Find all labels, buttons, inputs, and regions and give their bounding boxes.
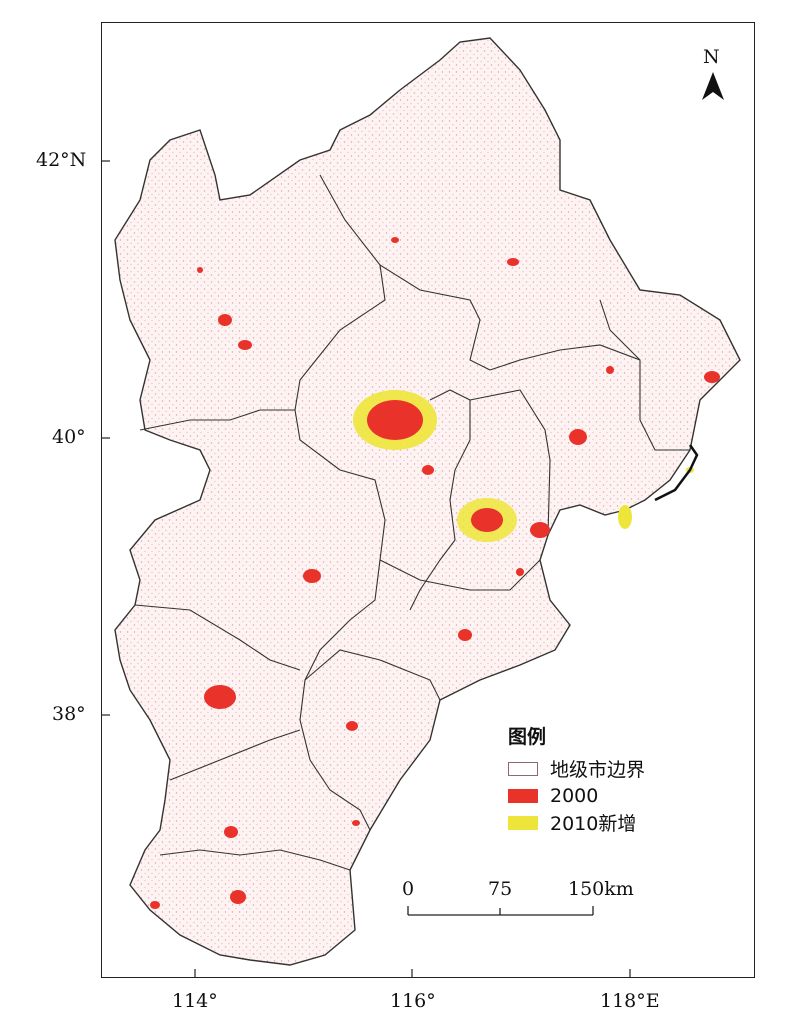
- scale-label-150: 150km: [568, 878, 634, 900]
- boundary-line: [299, 469, 386, 761]
- zhangjiakou-urban: [218, 314, 232, 326]
- boundary-line: [489, 344, 641, 371]
- xuanhua-urban: [238, 340, 252, 350]
- boundary-line: [134, 604, 301, 671]
- legend-title: 图例: [508, 726, 547, 748]
- legend-item-2000: 2000: [508, 782, 645, 809]
- beijing-urban-core: [367, 400, 423, 440]
- urban-2000-swatch: [508, 788, 538, 803]
- boundary-line: [409, 389, 471, 611]
- north-label: N: [703, 46, 720, 68]
- lon-label-118: 118°E: [600, 990, 660, 1012]
- lat-label-42: 42°N: [36, 149, 87, 171]
- small-urban: [197, 267, 203, 273]
- prefecture-boundaries: [134, 174, 690, 871]
- lat-label-40: 40°: [52, 426, 86, 448]
- boundary-line: [169, 729, 301, 781]
- tangshan-urban: [569, 429, 587, 445]
- boundary-line: [139, 409, 295, 431]
- caofeidian-yellow: [618, 505, 632, 529]
- small-urban: [516, 568, 524, 576]
- scale-label-75: 75: [488, 878, 513, 900]
- lat-label-38: 38°: [52, 703, 86, 725]
- langfang-urban: [422, 465, 434, 475]
- legend: 图例 地级市边界 2000 2010新增: [508, 722, 645, 836]
- shijiazhuang-urban: [204, 685, 236, 709]
- coastline: [654, 444, 699, 502]
- boundary-swatch: [508, 761, 538, 776]
- urban-2010-swatch: [508, 815, 538, 830]
- legend-item-2010: 2010新增: [508, 809, 645, 836]
- legend-label: 2010新增: [550, 813, 637, 835]
- boundary-line: [304, 649, 441, 701]
- boundary-line: [294, 174, 386, 471]
- baoding-urban: [303, 569, 321, 583]
- region-outline: [114, 37, 741, 966]
- lon-label-114: 114°: [172, 990, 218, 1012]
- legend-item-boundary: 地级市边界: [508, 755, 645, 782]
- boundary-line: [599, 299, 690, 451]
- handan-urban: [230, 890, 246, 904]
- small-urban: [391, 237, 399, 243]
- binhai-urban: [530, 522, 550, 538]
- axis-ticks: [101, 160, 631, 978]
- north-arrow-icon: [702, 72, 724, 100]
- qinhuangdao-urban: [704, 371, 720, 383]
- hengshui-urban: [346, 721, 358, 731]
- tianjin-urban-core: [471, 508, 503, 532]
- small-urban: [352, 820, 360, 826]
- chengde-urban: [507, 258, 519, 266]
- boundary-line: [469, 389, 551, 536]
- xingtai-urban: [224, 826, 238, 838]
- boundary-line: [309, 759, 371, 831]
- scale-label-0: 0: [402, 878, 415, 900]
- boundary-line: [379, 559, 541, 591]
- cangzhou-urban: [458, 629, 472, 641]
- small-urban: [150, 901, 160, 909]
- legend-label: 地级市边界: [550, 759, 646, 781]
- legend-label: 2000: [550, 784, 599, 807]
- boundary-line: [379, 264, 491, 371]
- scale-bar: [407, 906, 594, 916]
- small-urban: [606, 366, 614, 374]
- lon-label-116: 116°: [390, 990, 436, 1012]
- urban-patches: [150, 237, 720, 909]
- boundary-line: [159, 849, 351, 871]
